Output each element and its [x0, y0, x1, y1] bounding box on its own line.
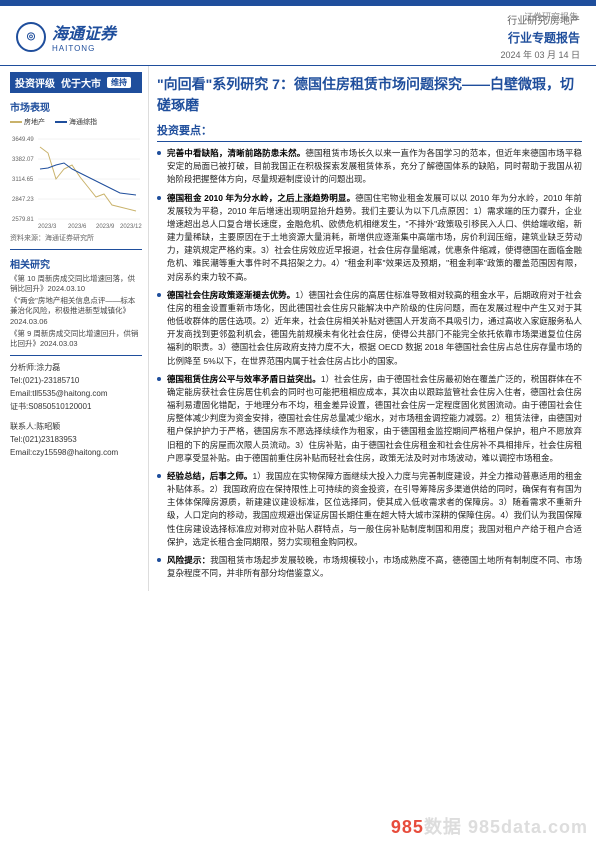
report-label: 证券研究报告 — [524, 10, 578, 23]
legend-swatch-1 — [10, 121, 22, 123]
watermark-gray: 数据 985data.com — [424, 817, 588, 837]
watermark: 985数据 985data.com — [391, 813, 588, 839]
bullet-body: 我国租赁市场起步发展较晚，市场规模较小，市场成熟度不高，德德国土地所有制制度不同… — [167, 555, 582, 578]
bullet-body: 1）社会住房，由于德国社会住房最初始在覆盖广泛的，税国群体在不确定能房获社会住房… — [167, 374, 582, 463]
bullet-lead: 风险提示： — [167, 555, 210, 565]
main-content: "向回看"系列研究 7：德国住房租赁市场问题探究——白壁微瑕，切磋琢磨 投资要点… — [148, 66, 596, 591]
header: ◎ 海通证券 HAITONG 行业研究/房地产 行业专题报告 2024 年 03… — [0, 6, 596, 66]
legend-swatch-2 — [55, 121, 67, 123]
analyst-block: 分析师:涂力磊 Tel:(021)-23185710 Email:tll5535… — [10, 362, 142, 459]
performance-chart: 3649.49 3382.07 3114.65 2847.23 2579.81 … — [10, 129, 142, 231]
rating-bar: 投资评级 优于大市 维持 — [10, 72, 142, 93]
logo-icon: ◎ — [16, 22, 46, 52]
invest-points-heading: 投资要点： — [157, 122, 582, 142]
rating-maintain: 维持 — [107, 77, 131, 88]
svg-text:2579.81: 2579.81 — [12, 217, 34, 223]
contact-name: 联系人:陈昭颖 — [10, 421, 142, 433]
related-heading: 相关研究 — [10, 256, 142, 271]
bullet-body: 1）我国应在实物保障方面继续大投入力度与完善制度建设，并全力推动普惠适用的租金补… — [167, 471, 582, 547]
svg-text:2023/6: 2023/6 — [68, 224, 87, 229]
svg-text:3114.65: 3114.65 — [12, 177, 34, 183]
brand-en: HAITONG — [52, 44, 116, 53]
bullet-lead: 德国社会住房政策逐渐褪去优势。 — [167, 290, 295, 300]
perf-heading: 市场表现 — [10, 99, 142, 114]
svg-text:2023/9: 2023/9 — [96, 224, 115, 229]
bullet-dot-icon — [157, 558, 161, 562]
bullet-item: 经验总结，后事之师。1）我国应在实物保障方面继续大投入力度与完善制度建设，并全力… — [157, 470, 582, 549]
analyst-name: 分析师:涂力磊 — [10, 362, 142, 374]
svg-text:3649.49: 3649.49 — [12, 137, 34, 143]
related-item: 《第 10 周新房成交同比增速回落，供销比回升》2024.03.10 — [10, 274, 142, 294]
analyst-cert: 证书:S0850510120001 — [10, 401, 142, 413]
bullet-item: 德国租赁住房公平与效率矛盾日益突出。1）社会住房，由于德国社会住房最初始在覆盖广… — [157, 373, 582, 465]
svg-text:2847.23: 2847.23 — [12, 197, 34, 203]
rating-label: 投资评级 — [15, 75, 55, 90]
bullet-lead: 德国租赁住房公平与效率矛盾日益突出。 — [167, 374, 321, 384]
related-item: 《"两会"房地产相关信息点评——标本兼治化风险，积极推进新型城镇化》2024.0… — [10, 296, 142, 326]
chart-source: 资料来源：海通证券研究所 — [10, 233, 142, 243]
bullet-lead: 德国租金 2010 年为分水岭，之后上涨趋势明显。 — [167, 193, 355, 203]
bullet-dot-icon — [157, 377, 161, 381]
watermark-red: 985 — [391, 817, 424, 837]
bullet-body: 1）德国社会住房的高居住标准导致相对较高的租金水平，后期政府对于社会住房的租金设… — [167, 290, 582, 366]
bullet-dot-icon — [157, 293, 161, 297]
svg-text:2023/12: 2023/12 — [120, 224, 142, 229]
bullet-item: 风险提示：我国租赁市场起步发展较晚，市场规模较小，市场成熟度不高，德德国土地所有… — [157, 554, 582, 580]
chart-legend: 房地产 海通综指 — [10, 117, 142, 127]
bullet-item: 完善中看缺陷，清晰前路防患未然。德国租赁市场长久以来一直作为各国学习的范本，但近… — [157, 147, 582, 187]
legend-1: 房地产 — [24, 117, 45, 127]
rating-value: 优于大市 — [61, 75, 101, 90]
sidebar: 投资评级 优于大市 维持 市场表现 房地产 海通综指 3649.49 3382.… — [0, 66, 148, 591]
legend-2: 海通综指 — [69, 117, 97, 127]
bullet-body: 德国住宅物业租金发展可以以 2010 年为分水岭，2010 年前发展较为平稳，2… — [167, 193, 582, 282]
doc-type: 行业专题报告 — [508, 29, 580, 46]
contact-email: Email:czy15598@haitong.com — [10, 447, 142, 459]
brand-cn: 海通证券 — [52, 20, 116, 44]
bullet-item: 德国社会住房政策逐渐褪去优势。1）德国社会住房的高居住标准导致相对较高的租金水平… — [157, 289, 582, 368]
bullet-lead: 经验总结，后事之师。 — [167, 471, 252, 481]
svg-text:2023/3: 2023/3 — [38, 224, 57, 229]
bullet-item: 德国租金 2010 年为分水岭，之后上涨趋势明显。德国住宅物业租金发展可以以 2… — [157, 192, 582, 284]
bullet-lead: 完善中看缺陷，清晰前路防患未然。 — [167, 148, 305, 158]
bullet-dot-icon — [157, 151, 161, 155]
related-item: 《第 9 周新房成交同比增速回升，供销比回升》2024.03.03 — [10, 329, 142, 349]
bullet-dot-icon — [157, 474, 161, 478]
logo-block: ◎ 海通证券 HAITONG — [16, 20, 116, 53]
report-date: 2024 年 03 月 14 日 — [500, 48, 580, 61]
report-title: "向回看"系列研究 7：德国住房租赁市场问题探究——白壁微瑕，切磋琢磨 — [157, 74, 582, 116]
analyst-email: Email:tll5535@haitong.com — [10, 388, 142, 400]
svg-text:3382.07: 3382.07 — [12, 157, 34, 163]
bullet-dot-icon — [157, 196, 161, 200]
contact-tel: Tel:(021)23183953 — [10, 434, 142, 446]
analyst-tel: Tel:(021)-23185710 — [10, 375, 142, 387]
